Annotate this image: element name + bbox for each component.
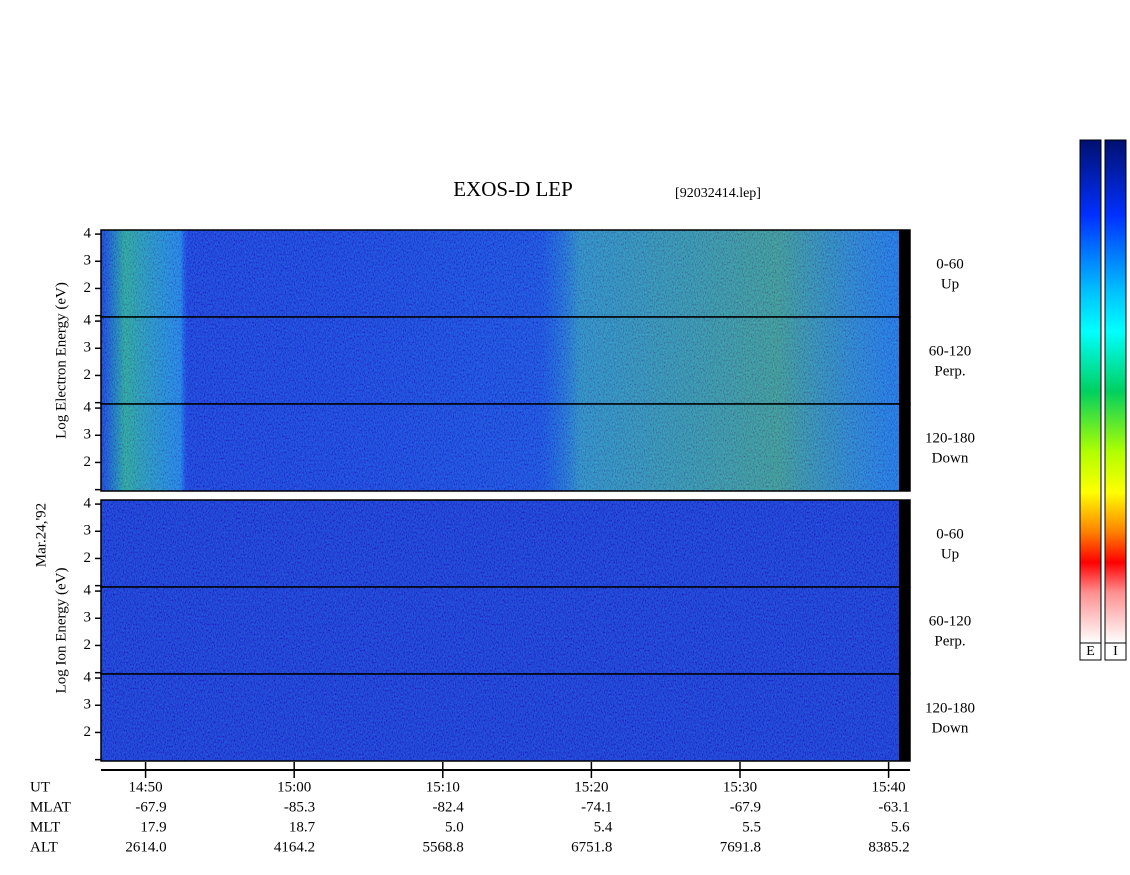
orbit-value: 5.5 bbox=[742, 819, 761, 835]
orbit-value: -82.4 bbox=[433, 799, 465, 815]
x-tick-label: 15:20 bbox=[574, 779, 608, 795]
spectrogram-texture bbox=[101, 674, 899, 761]
orbit-value: -74.1 bbox=[581, 799, 612, 815]
x-tick-label: 15:00 bbox=[277, 779, 311, 795]
y-tick-label: 4 bbox=[84, 583, 92, 599]
orbit-value: -63.1 bbox=[878, 799, 909, 815]
x-tick-label: 15:30 bbox=[723, 779, 757, 795]
row-label: UT bbox=[30, 779, 50, 795]
x-tick-label: 15:10 bbox=[426, 779, 460, 795]
orbit-value: -85.3 bbox=[284, 799, 315, 815]
orbit-value: 7691.8 bbox=[720, 839, 761, 855]
y-tick-label: 2 bbox=[84, 367, 92, 383]
y-tick-label: 3 bbox=[84, 610, 92, 626]
panel-edge bbox=[899, 674, 910, 761]
panel-frame bbox=[100, 403, 911, 492]
orbit-value: 8385.2 bbox=[868, 839, 909, 855]
x-tick-label: 15:40 bbox=[872, 779, 906, 795]
colorbar-label-box bbox=[1104, 642, 1127, 661]
panel-direction: Perp. bbox=[934, 633, 965, 649]
y-tick-label: 4 bbox=[84, 670, 92, 686]
orbit-value: 17.9 bbox=[140, 819, 166, 835]
y-tick-label: 2 bbox=[84, 637, 92, 653]
orbit-value: 5.4 bbox=[594, 819, 613, 835]
row-label: MLT bbox=[30, 819, 60, 835]
title: EXOS-D LEP bbox=[453, 177, 573, 201]
panel-direction: Down bbox=[932, 450, 969, 466]
orbit-value: -67.9 bbox=[730, 799, 761, 815]
spectrogram-texture bbox=[101, 587, 899, 674]
file-name: [92032414.lep] bbox=[675, 186, 761, 201]
panel-edge bbox=[899, 404, 910, 491]
y-tick-label: 3 bbox=[84, 253, 92, 269]
panel-frame bbox=[100, 673, 911, 762]
panel-edge bbox=[899, 587, 910, 674]
panel-edge bbox=[899, 230, 910, 317]
spectrogram-texture bbox=[101, 404, 899, 491]
orbit-value: 5568.8 bbox=[423, 839, 464, 855]
y-tick-label: 3 bbox=[84, 427, 92, 443]
y-tick-label: 4 bbox=[84, 226, 92, 242]
x-tick-label: 14:50 bbox=[128, 779, 162, 795]
panel-angle: 60-120 bbox=[929, 613, 972, 629]
panel-angle: 120-180 bbox=[925, 700, 975, 716]
orbit-value: 4164.2 bbox=[274, 839, 315, 855]
orbit-value: 5.6 bbox=[891, 819, 910, 835]
orbit-value: 18.7 bbox=[289, 819, 316, 835]
colorbar bbox=[1104, 139, 1127, 644]
spectrogram-texture bbox=[101, 230, 899, 317]
orbit-value: 6751.8 bbox=[571, 839, 612, 855]
panel-direction: Perp. bbox=[934, 363, 965, 379]
panel-angle: 0-60 bbox=[936, 526, 964, 542]
panel-angle: 60-120 bbox=[929, 343, 972, 359]
panel-edge bbox=[899, 317, 910, 404]
y-tick-label: 3 bbox=[84, 697, 92, 713]
panel-direction: Up bbox=[941, 546, 959, 562]
y-axis-label: Log Electron Energy (eV) bbox=[53, 282, 69, 439]
y-tick-label: 2 bbox=[84, 724, 92, 740]
y-tick-label: 4 bbox=[84, 496, 92, 512]
panel-direction: Down bbox=[932, 720, 969, 736]
orbit-value: 5.0 bbox=[445, 819, 464, 835]
panel-edge bbox=[899, 500, 910, 587]
y-tick-label: 2 bbox=[84, 280, 92, 296]
row-label: ALT bbox=[30, 839, 58, 855]
y-tick-label: 4 bbox=[84, 313, 92, 329]
panel-angle: 120-180 bbox=[925, 430, 975, 446]
panel-angle: 0-60 bbox=[936, 256, 964, 272]
y-axis-label: Log Ion Energy (eV) bbox=[53, 568, 69, 694]
orbit-value: 2614.0 bbox=[125, 839, 166, 855]
y-tick-label: 2 bbox=[84, 454, 92, 470]
colorbar bbox=[1079, 139, 1102, 644]
spectrogram-texture bbox=[101, 317, 899, 404]
date-label: Mar.24,'92 bbox=[33, 503, 49, 567]
panel-direction: Up bbox=[941, 276, 959, 292]
y-tick-label: 4 bbox=[84, 400, 92, 416]
y-tick-label: 3 bbox=[84, 523, 92, 539]
spectrogram-texture bbox=[101, 500, 899, 587]
row-label: MLAT bbox=[30, 799, 71, 815]
colorbar-label: I bbox=[1113, 644, 1118, 659]
colorbar-label: E bbox=[1086, 644, 1095, 659]
y-tick-label: 2 bbox=[84, 550, 92, 566]
colorbar-label-box bbox=[1079, 642, 1102, 661]
orbit-value: -67.9 bbox=[135, 799, 166, 815]
y-tick-label: 3 bbox=[84, 340, 92, 356]
